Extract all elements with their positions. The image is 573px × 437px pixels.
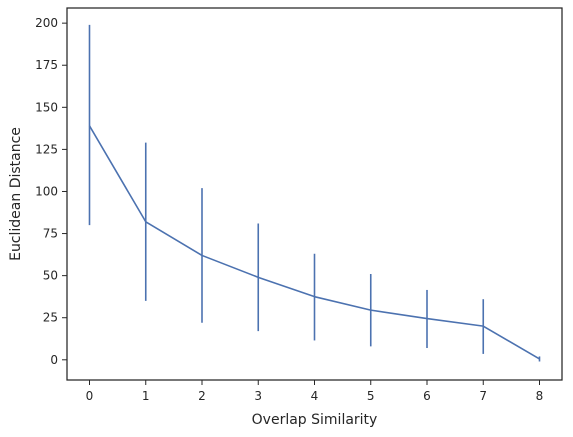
y-axis-ticks: 0 25 50 75 100 125 150 175 200 [35, 16, 67, 367]
x-tick-label: 8 [536, 389, 544, 403]
y-tick-label: 125 [35, 142, 58, 156]
y-tick-label: 150 [35, 100, 58, 114]
x-tick-label: 5 [367, 389, 375, 403]
x-tick-label: 0 [86, 389, 94, 403]
x-tick-label: 4 [311, 389, 319, 403]
plot-frame [66, 7, 563, 381]
x-tick-label: 1 [142, 389, 150, 403]
y-tick-label: 0 [50, 353, 58, 367]
x-tick-label: 3 [254, 389, 262, 403]
y-tick-label: 100 [35, 184, 58, 198]
y-tick-label: 175 [35, 58, 58, 72]
series-lines [88, 125, 540, 360]
y-tick-label: 25 [43, 311, 58, 325]
y-tick-label: 200 [35, 16, 58, 30]
error-bars [88, 24, 541, 362]
y-tick-label: 75 [43, 227, 58, 241]
x-tick-label: 7 [479, 389, 487, 403]
x-tick-label: 6 [423, 389, 431, 403]
x-axis-ticks: 0 1 2 3 4 5 6 7 8 [86, 380, 544, 403]
series-line [88, 125, 540, 360]
y-tick-label: 50 [43, 269, 58, 283]
x-axis-label: Overlap Similarity [252, 412, 378, 428]
y-axis-label: Euclidean Distance [8, 127, 24, 261]
x-tick-label: 2 [198, 389, 206, 403]
